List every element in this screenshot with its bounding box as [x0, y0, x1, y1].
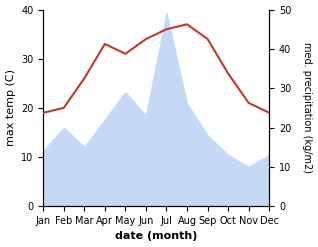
Y-axis label: max temp (C): max temp (C) — [5, 69, 16, 146]
X-axis label: date (month): date (month) — [115, 231, 197, 242]
Y-axis label: med. precipitation (kg/m2): med. precipitation (kg/m2) — [302, 42, 313, 173]
